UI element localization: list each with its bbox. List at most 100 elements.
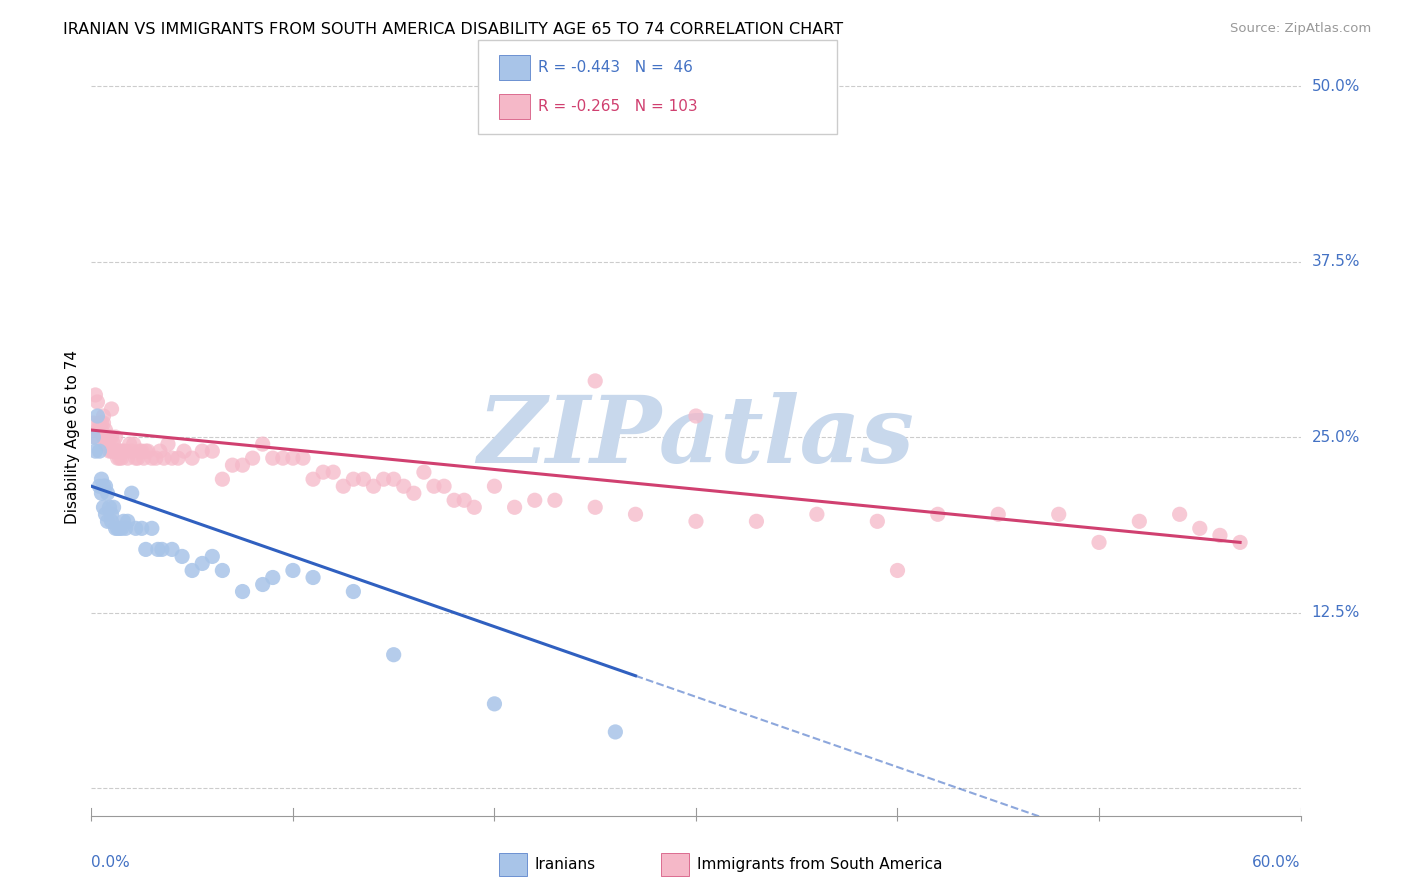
Point: [363, 479, 385, 493]
Point: [93, 500, 115, 515]
Point: [111, 444, 132, 458]
Point: [100, 444, 122, 458]
Point: [1088, 535, 1111, 549]
Point: [117, 451, 139, 466]
Point: [231, 584, 253, 599]
Point: [1209, 528, 1232, 542]
Point: [127, 451, 149, 466]
Point: [93, 409, 115, 423]
Point: [292, 451, 315, 466]
Point: [89, 416, 111, 430]
Point: [172, 549, 194, 564]
Point: [104, 430, 127, 444]
Point: [402, 486, 425, 500]
Point: [100, 508, 122, 522]
Point: [484, 479, 506, 493]
Point: [84, 444, 107, 458]
Point: [107, 451, 129, 466]
Point: [93, 479, 115, 493]
Point: [806, 508, 828, 522]
Text: 60.0%: 60.0%: [1253, 855, 1301, 870]
Point: [181, 451, 204, 466]
Point: [373, 472, 395, 486]
Point: [332, 479, 354, 493]
Point: [125, 451, 148, 466]
Point: [94, 423, 117, 437]
Point: [93, 416, 115, 430]
Point: [100, 430, 122, 444]
Point: [94, 508, 117, 522]
Point: [484, 697, 506, 711]
Point: [145, 451, 167, 466]
Point: [112, 514, 135, 528]
Point: [242, 451, 264, 466]
Point: [117, 514, 139, 528]
Point: [605, 725, 627, 739]
Point: [173, 444, 195, 458]
Point: [423, 479, 446, 493]
Point: [382, 648, 405, 662]
Point: [98, 444, 121, 458]
Point: [191, 444, 214, 458]
Text: 50.0%: 50.0%: [1312, 78, 1360, 94]
Point: [987, 508, 1010, 522]
Point: [103, 437, 125, 451]
Point: [100, 514, 122, 528]
Point: [252, 577, 274, 591]
Point: [392, 479, 415, 493]
Point: [104, 521, 127, 535]
Point: [135, 444, 157, 458]
Point: [281, 451, 304, 466]
Point: [132, 451, 155, 466]
Point: [1229, 535, 1251, 549]
Point: [94, 479, 117, 493]
Point: [86, 409, 108, 423]
Point: [1188, 521, 1211, 535]
Point: [302, 570, 325, 584]
Point: [107, 444, 129, 458]
Text: R = -0.443   N =  46: R = -0.443 N = 46: [538, 61, 693, 75]
Point: [90, 423, 112, 437]
Point: [271, 451, 294, 466]
Point: [433, 479, 456, 493]
Point: [583, 374, 606, 388]
Point: [103, 500, 125, 515]
Point: [89, 423, 111, 437]
Point: [160, 542, 183, 557]
Point: [322, 465, 344, 479]
Point: [131, 521, 153, 535]
Text: 37.5%: 37.5%: [1312, 254, 1360, 269]
Point: [231, 458, 253, 472]
Point: [1128, 514, 1150, 528]
Point: [927, 508, 949, 522]
Point: [281, 564, 304, 578]
Point: [745, 514, 768, 528]
Point: [463, 500, 485, 515]
Point: [122, 437, 145, 451]
Point: [108, 444, 131, 458]
Point: [84, 430, 107, 444]
Point: [125, 521, 148, 535]
Point: [685, 514, 707, 528]
Point: [96, 514, 118, 528]
Point: [128, 444, 150, 458]
Point: [135, 542, 157, 557]
Y-axis label: Disability Age 65 to 74: Disability Age 65 to 74: [65, 350, 80, 524]
Text: IRANIAN VS IMMIGRANTS FROM SOUTH AMERICA DISABILITY AGE 65 TO 74 CORRELATION CHA: IRANIAN VS IMMIGRANTS FROM SOUTH AMERICA…: [63, 22, 844, 37]
Point: [149, 444, 172, 458]
Point: [221, 458, 243, 472]
Point: [150, 542, 173, 557]
Text: 25.0%: 25.0%: [1312, 430, 1360, 444]
Point: [114, 444, 136, 458]
Point: [312, 465, 335, 479]
Point: [121, 444, 143, 458]
Point: [201, 549, 224, 564]
Point: [96, 437, 118, 451]
Point: [342, 584, 364, 599]
Point: [886, 564, 908, 578]
Point: [96, 486, 118, 500]
Text: Source: ZipAtlas.com: Source: ZipAtlas.com: [1230, 22, 1371, 36]
Point: [94, 437, 117, 451]
Point: [104, 444, 127, 458]
Point: [211, 564, 233, 578]
